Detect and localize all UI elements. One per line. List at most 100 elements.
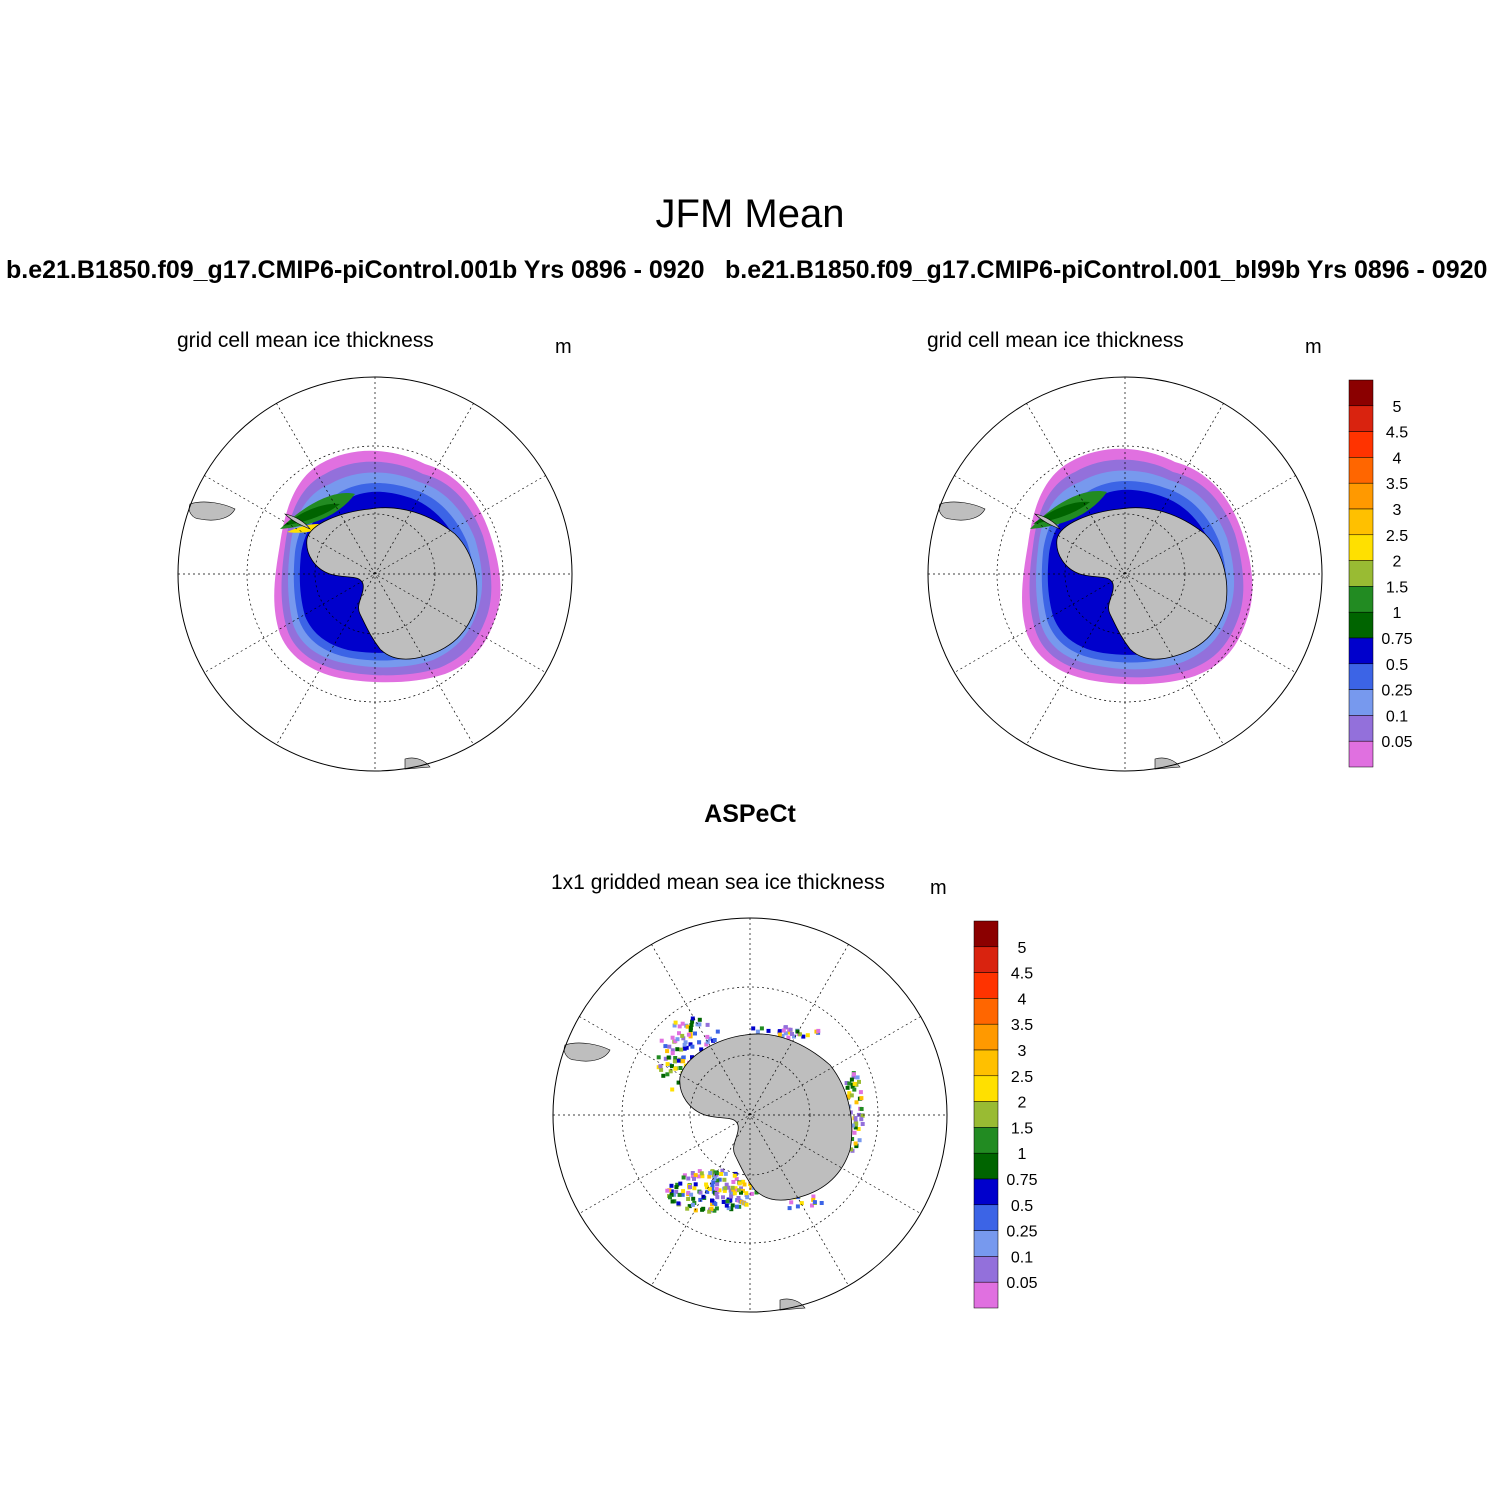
observation-cell bbox=[710, 1202, 715, 1207]
aspect-observations bbox=[656, 1016, 865, 1214]
observation-cell bbox=[749, 1185, 754, 1190]
observation-cell bbox=[675, 1182, 680, 1187]
observation-cell bbox=[714, 1206, 719, 1211]
colorbar-box bbox=[1348, 534, 1374, 561]
observation-cell bbox=[688, 1026, 693, 1030]
observation-cell bbox=[665, 1062, 670, 1067]
colorbar-label: 1 bbox=[1393, 605, 1402, 622]
observation-cell bbox=[686, 1197, 691, 1201]
observation-cell bbox=[783, 1025, 788, 1030]
observation-cell bbox=[717, 1188, 722, 1193]
observation-cell bbox=[712, 1200, 717, 1205]
observation-cell bbox=[690, 1016, 695, 1021]
observation-cell bbox=[679, 1047, 684, 1052]
observation-cell bbox=[728, 1188, 733, 1193]
observation-cell bbox=[669, 1189, 674, 1194]
observation-cell bbox=[709, 1206, 714, 1211]
observation-cell bbox=[680, 1033, 685, 1038]
colorbar-label: 0.5 bbox=[1386, 657, 1408, 674]
observation-cell bbox=[698, 1197, 703, 1202]
colorbar-label: 0.25 bbox=[1381, 683, 1412, 700]
observation-cell bbox=[721, 1200, 726, 1204]
observation-cell bbox=[724, 1182, 729, 1187]
observation-cell bbox=[720, 1168, 725, 1173]
observation-cell bbox=[681, 1036, 686, 1041]
colorbar-box bbox=[973, 1049, 999, 1077]
observation-cell bbox=[737, 1204, 742, 1209]
south-america-land-obs bbox=[563, 1042, 611, 1062]
observation-cell bbox=[680, 1192, 685, 1197]
observation-cell bbox=[693, 1173, 698, 1178]
observation-cell bbox=[737, 1181, 742, 1186]
observation-cell bbox=[707, 1187, 712, 1191]
main-title: JFM Mean bbox=[655, 192, 845, 236]
observation-cell bbox=[858, 1090, 863, 1095]
observation-cell bbox=[845, 1085, 850, 1090]
colorbar-box bbox=[1348, 379, 1374, 407]
colorbar-box bbox=[1348, 560, 1374, 587]
observation-cell bbox=[723, 1171, 728, 1176]
colorbar-box bbox=[973, 1281, 999, 1309]
colorbar-label: 0.5 bbox=[1011, 1198, 1033, 1215]
observation-cell bbox=[710, 1186, 715, 1191]
observation-cell bbox=[788, 1027, 793, 1032]
observation-cell bbox=[852, 1130, 857, 1135]
observation-cell bbox=[681, 1059, 686, 1063]
observation-cell bbox=[712, 1177, 717, 1181]
observation-cell bbox=[730, 1191, 735, 1196]
colorbar-label: 3 bbox=[1018, 1043, 1027, 1060]
colorbar-box bbox=[1348, 431, 1374, 458]
observation-cell bbox=[711, 1180, 716, 1184]
observation-cell bbox=[658, 1064, 663, 1069]
observation-cell bbox=[683, 1040, 688, 1045]
observation-cell bbox=[759, 1026, 764, 1031]
colorbar-label: 3.5 bbox=[1011, 1017, 1033, 1034]
colorbar-box bbox=[973, 1152, 999, 1180]
observation-cell bbox=[745, 1195, 750, 1200]
observation-cell bbox=[665, 1072, 670, 1077]
observation-cell bbox=[677, 1192, 682, 1197]
observation-cell bbox=[712, 1208, 717, 1213]
graticule-right bbox=[928, 377, 1322, 771]
observation-cell bbox=[682, 1173, 687, 1178]
observation-cell bbox=[691, 1196, 696, 1201]
observation-cell bbox=[670, 1087, 675, 1092]
observation-cell bbox=[661, 1073, 666, 1078]
observation-cell bbox=[673, 1020, 678, 1025]
observation-cell bbox=[710, 1183, 715, 1188]
observation-cell bbox=[690, 1171, 695, 1175]
observation-cell bbox=[678, 1066, 683, 1070]
colorbar-label: 0.25 bbox=[1006, 1224, 1037, 1241]
observation-cell bbox=[734, 1176, 739, 1181]
map-left bbox=[177, 376, 573, 772]
colorbar-label: 4 bbox=[1393, 450, 1402, 467]
observation-cell bbox=[733, 1186, 738, 1191]
colorbar-label: 0.05 bbox=[1381, 734, 1412, 751]
observation-cell bbox=[659, 1067, 664, 1072]
observation-cell bbox=[781, 1028, 786, 1033]
observation-cell bbox=[701, 1206, 706, 1211]
colorbar-top: 5 4.5 4 3.5 3 2.5 2 1.5 1 0.75 0.5 0.25 0.1 0.05 bbox=[1348, 379, 1413, 768]
colorbar-box bbox=[1348, 689, 1374, 716]
observation-cell bbox=[790, 1032, 794, 1036]
observation-cell bbox=[730, 1185, 735, 1190]
observation-cell bbox=[811, 1194, 816, 1199]
colorbar-label: 0.75 bbox=[1006, 1172, 1037, 1189]
observation-cell bbox=[860, 1113, 865, 1118]
observation-cell bbox=[846, 1094, 851, 1099]
observation-cell bbox=[856, 1127, 861, 1131]
observation-cell bbox=[736, 1196, 741, 1200]
colorbar-label: 4.5 bbox=[1386, 425, 1408, 442]
observation-cell bbox=[725, 1199, 730, 1204]
observation-cell bbox=[732, 1191, 737, 1196]
observation-cell bbox=[732, 1173, 737, 1178]
observation-cell bbox=[859, 1096, 864, 1101]
observation-cell bbox=[798, 1032, 802, 1037]
observation-cell bbox=[852, 1081, 857, 1086]
colorbar-label: 2 bbox=[1018, 1095, 1027, 1112]
colorbar-box bbox=[973, 1256, 999, 1283]
observation-cell bbox=[855, 1075, 860, 1080]
observation-cell bbox=[728, 1198, 733, 1203]
observation-cell bbox=[708, 1171, 713, 1176]
colorbar-box bbox=[1348, 611, 1374, 639]
